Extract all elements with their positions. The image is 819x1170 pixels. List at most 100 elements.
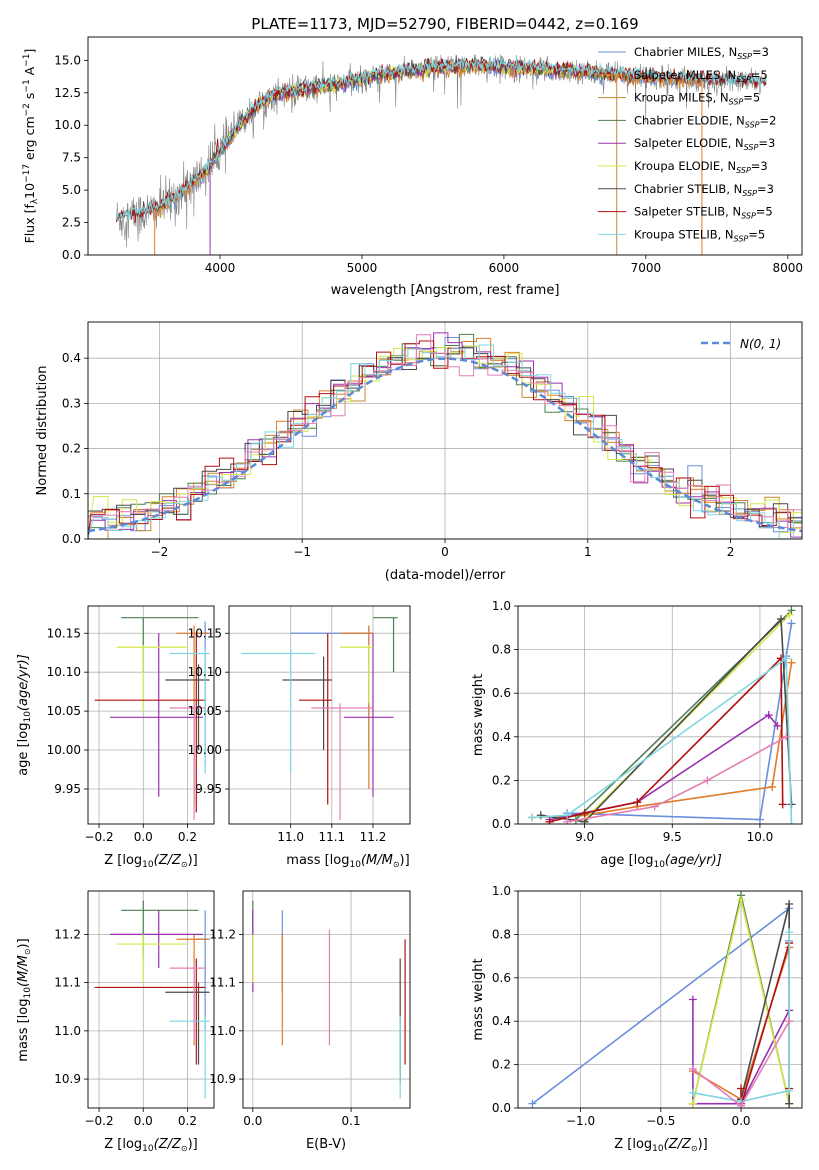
- x-tick-label: 2: [727, 545, 735, 559]
- weight_vs_Z-frame: [517, 890, 803, 1109]
- y-tick-label: 0.2: [492, 773, 511, 787]
- label-part: mass [log: [286, 853, 349, 868]
- weight-marker: [528, 813, 537, 822]
- weight-line: [567, 623, 793, 821]
- x-tick-label: −2: [151, 545, 169, 559]
- y-tick-label: 15.0: [54, 53, 81, 67]
- legend-label: Salpeter STELIB, N: [634, 205, 741, 219]
- label-part: 10: [23, 987, 33, 999]
- y-tick-label: 10.10: [47, 665, 81, 679]
- weight-marker: [688, 1099, 697, 1108]
- legend-sub: SSP: [736, 166, 751, 175]
- x-tick-label: 0.2: [178, 1114, 197, 1128]
- spectrum-model-line: [154, 59, 703, 219]
- y-tick-label: 0.2: [492, 1058, 511, 1072]
- residuals-plot: [88, 332, 802, 539]
- legend-entry: Chabrier STELIB, NSSP=3: [634, 182, 774, 198]
- age_vs_Z-axes: −0.2 0.0 0.2 9.95 10.00 10.05 10.10 10.15: [47, 606, 214, 844]
- y-axis-label: mass weight: [471, 958, 486, 1040]
- y-tick-label: 0.4: [492, 1014, 511, 1028]
- legend-entry: Chabrier MILES, NSSP=3: [634, 45, 769, 61]
- label-part: 10: [23, 711, 33, 723]
- x-tick-label: 0.0: [243, 1114, 262, 1128]
- x-tick-label: 8000: [773, 261, 804, 275]
- weight-line: [692, 932, 791, 1103]
- label-part: )]: [16, 938, 31, 948]
- weight_vs_Z-plot: [528, 891, 794, 1108]
- legend-tail: =5: [748, 227, 765, 241]
- x-tick-label: 7000: [631, 261, 662, 275]
- label-part: )]: [698, 1137, 708, 1152]
- weight-marker: [737, 1084, 746, 1093]
- weight-marker: [768, 782, 777, 791]
- label-part: (age/yr)]: [665, 853, 722, 868]
- weight-marker: [785, 900, 794, 909]
- y-label-part: Flux [f: [22, 204, 37, 244]
- x-tick-label: −1.0: [566, 1114, 595, 1128]
- x-tick-label: 4000: [205, 261, 236, 275]
- y-tick-label: 5.0: [62, 183, 81, 197]
- label-part: Z [log: [104, 1137, 142, 1152]
- y-label-part: s: [22, 93, 37, 104]
- x-tick-label: 11.2: [360, 830, 387, 844]
- label-part: )]: [400, 853, 410, 868]
- legend-tail: =5: [743, 91, 760, 105]
- y-label-part: −1: [22, 54, 32, 67]
- weight-marker: [563, 817, 572, 824]
- weight-marker: [782, 654, 791, 663]
- age_vs_mass-frame: [228, 605, 411, 825]
- legend-tail: =3: [752, 45, 769, 59]
- y-axis-label: Normed distribution: [35, 366, 50, 496]
- histogram-step-line: [88, 340, 802, 539]
- legend-label: Chabrier MILES, N: [634, 45, 737, 59]
- label-part: 10: [652, 1144, 664, 1154]
- histogram-step-line: [88, 332, 802, 539]
- y-tick-label: 0.0: [492, 817, 511, 831]
- y-tick-label: 10.05: [188, 704, 222, 718]
- y-tick-label: 9.95: [54, 782, 81, 796]
- legend-entry: Kroupa ELODIE, NSSP=3: [634, 159, 768, 175]
- label-part: 10: [653, 860, 665, 870]
- y-tick-label: 10.10: [188, 665, 222, 679]
- sun-symbol: ⊙: [23, 948, 32, 955]
- mass_vs_Z-frame: [87, 890, 215, 1109]
- label-part: age [log: [600, 853, 653, 868]
- legend-tail: =5: [756, 205, 773, 219]
- label-part: (Z/Z: [154, 853, 182, 868]
- weight-marker: [688, 1064, 697, 1073]
- weight-marker: [536, 811, 545, 820]
- y-tick-label: 10.0: [54, 118, 81, 132]
- x-tick-label: 0.0: [731, 1114, 750, 1128]
- x-tick-label: 9.5: [663, 830, 682, 844]
- legend-sub: SSP: [736, 75, 751, 84]
- y-tick-label: 1.0: [492, 599, 511, 613]
- legend-label: Kroupa ELODIE, N: [634, 159, 736, 173]
- spectrum-model-line: [115, 57, 767, 223]
- y-tick-label: 0.0: [62, 532, 81, 546]
- weight-marker: [787, 658, 796, 667]
- y-tick-label: 0.6: [492, 971, 511, 985]
- x-tick-label: 10.0: [747, 830, 774, 844]
- figure-title: PLATE=1173, MJD=52790, FIBERID=0442, z=0…: [251, 15, 638, 33]
- y-tick-label: 2.5: [62, 216, 81, 230]
- weight-marker: [785, 1099, 794, 1108]
- weight-line: [566, 736, 787, 823]
- legend-sub: SSP: [742, 189, 757, 198]
- y-tick-label: 0.8: [492, 643, 511, 657]
- weight_vs_age-plot: [528, 606, 796, 824]
- weight-marker: [703, 776, 712, 785]
- y-label-part: erg cm: [22, 116, 37, 164]
- weight-marker: [688, 995, 697, 1004]
- legend-entry: Salpeter STELIB, NSSP=5: [634, 205, 773, 221]
- y-label-part: −1: [22, 79, 32, 92]
- weight_vs_Z-axes: −1.0 −0.5 0.0 0.0 0.2 0.4 0.6 0.8 1.0: [492, 884, 802, 1128]
- legend-entry: Salpeter MILES, NSSP=5: [634, 68, 768, 84]
- legend-label: Chabrier STELIB, N: [634, 182, 742, 196]
- y-tick-label: 10.9: [209, 1072, 236, 1086]
- mass_vs_Z-axes: −0.2 0.0 0.2 10.9 11.0 11.1 11.2: [54, 891, 214, 1128]
- histogram-step-line: [88, 345, 802, 539]
- legend-tail: =3: [751, 159, 768, 173]
- x-tick-label: −1: [293, 545, 311, 559]
